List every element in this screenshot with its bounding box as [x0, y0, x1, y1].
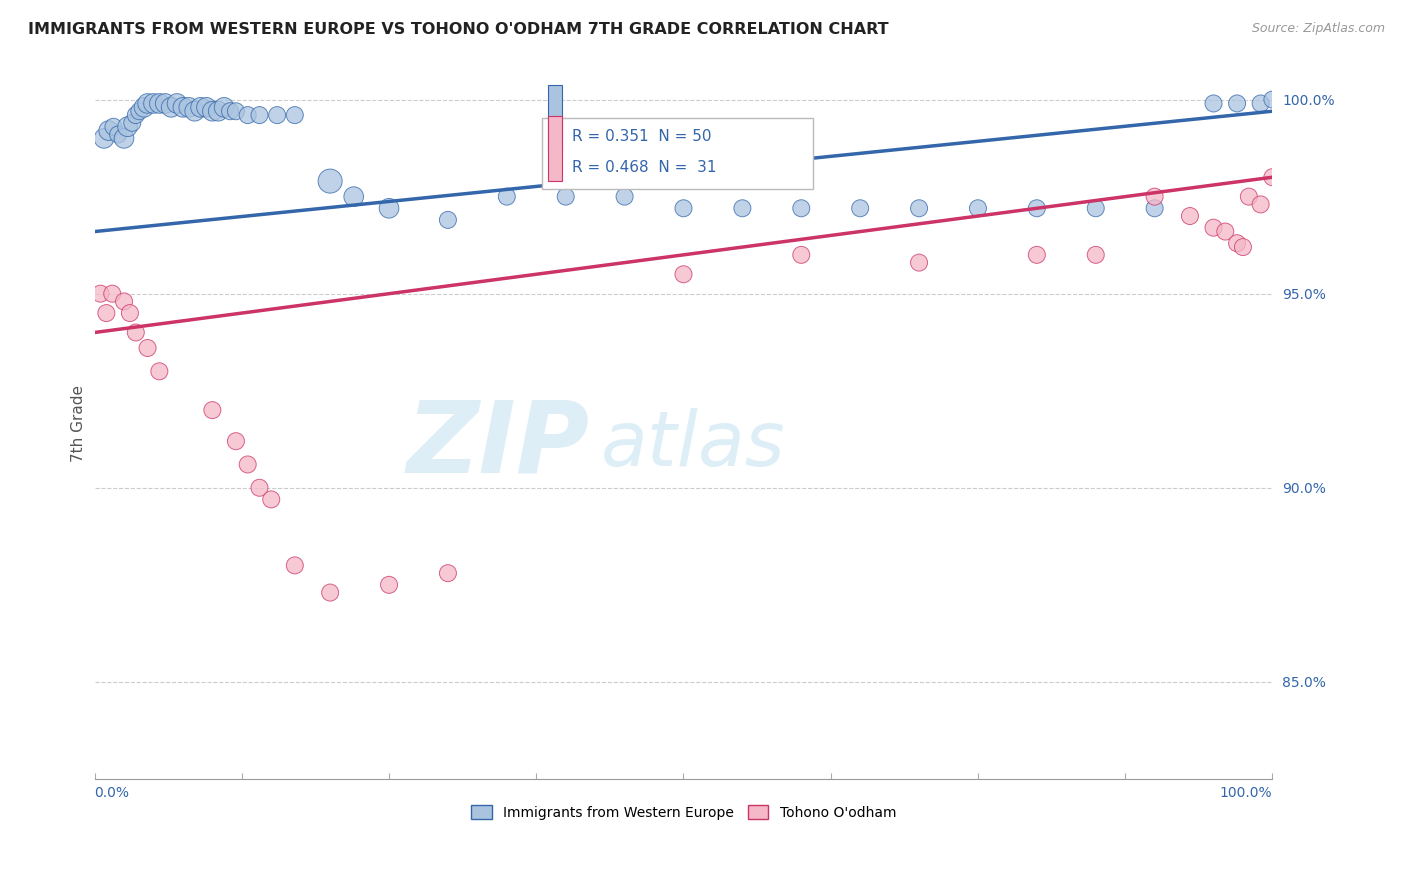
Bar: [543, 119, 813, 189]
Point: [148, 96, 170, 111]
Point: [160, 100, 183, 114]
Point: [849, 201, 872, 215]
Text: atlas: atlas: [600, 408, 786, 482]
Point: [1178, 209, 1201, 223]
Point: [219, 104, 242, 119]
Point: [1250, 197, 1272, 211]
Point: [89, 286, 111, 301]
Point: [437, 566, 460, 581]
Text: R = 0.468  N =  31: R = 0.468 N = 31: [572, 161, 716, 176]
Point: [136, 96, 159, 111]
Point: [107, 128, 129, 142]
Point: [319, 585, 342, 599]
Point: [790, 201, 813, 215]
Legend: Immigrants from Western Europe, Tohono O'odham: Immigrants from Western Europe, Tohono O…: [465, 799, 901, 825]
Point: [112, 131, 135, 145]
Point: [1202, 220, 1225, 235]
Point: [378, 201, 401, 215]
Point: [1237, 189, 1260, 203]
Point: [177, 100, 200, 114]
Point: [1084, 201, 1107, 215]
Point: [166, 96, 188, 111]
Point: [249, 108, 271, 122]
Point: [101, 286, 124, 301]
Point: [1084, 248, 1107, 262]
Point: [128, 104, 150, 119]
Point: [1232, 240, 1254, 254]
Point: [260, 492, 283, 507]
Point: [190, 100, 212, 114]
Point: [1226, 236, 1249, 251]
Point: [908, 255, 931, 269]
Point: [731, 201, 754, 215]
Point: [118, 306, 141, 320]
Point: [236, 108, 259, 122]
Text: ZIP: ZIP: [406, 397, 589, 493]
Point: [97, 123, 120, 137]
Bar: [548, 116, 562, 181]
Point: [142, 96, 165, 111]
Point: [136, 341, 159, 355]
Point: [125, 108, 148, 122]
Point: [1025, 248, 1047, 262]
Point: [155, 96, 177, 111]
Point: [1261, 170, 1284, 185]
Point: [125, 326, 148, 340]
Point: [967, 201, 990, 215]
Bar: [548, 85, 562, 150]
Text: 0.0%: 0.0%: [94, 786, 129, 800]
Point: [1143, 201, 1166, 215]
Point: [96, 306, 118, 320]
Point: [613, 189, 636, 203]
Point: [225, 104, 247, 119]
Point: [183, 104, 205, 119]
Point: [343, 189, 366, 203]
Point: [1250, 96, 1272, 111]
Point: [284, 558, 307, 573]
Point: [319, 174, 342, 188]
Point: [103, 120, 125, 134]
Point: [1213, 225, 1236, 239]
Point: [908, 201, 931, 215]
Point: [1226, 96, 1249, 111]
Point: [266, 108, 288, 122]
Point: [790, 248, 813, 262]
Point: [93, 131, 115, 145]
Point: [236, 458, 259, 472]
Point: [1202, 96, 1225, 111]
Point: [212, 100, 235, 114]
Point: [195, 100, 218, 114]
Point: [437, 213, 460, 227]
Point: [172, 100, 194, 114]
Text: Source: ZipAtlas.com: Source: ZipAtlas.com: [1251, 22, 1385, 36]
Point: [1025, 201, 1047, 215]
Point: [225, 434, 247, 449]
Point: [201, 104, 224, 119]
Text: R = 0.351  N = 50: R = 0.351 N = 50: [572, 128, 711, 144]
Point: [249, 481, 271, 495]
Point: [148, 364, 170, 378]
Point: [1143, 189, 1166, 203]
Y-axis label: 7th Grade: 7th Grade: [72, 385, 86, 462]
Point: [284, 108, 307, 122]
Point: [378, 578, 401, 592]
Point: [121, 116, 143, 130]
Point: [1261, 93, 1284, 107]
Point: [495, 189, 517, 203]
Point: [672, 267, 695, 281]
Point: [554, 189, 576, 203]
Point: [132, 100, 155, 114]
Point: [117, 120, 139, 134]
Text: IMMIGRANTS FROM WESTERN EUROPE VS TOHONO O'ODHAM 7TH GRADE CORRELATION CHART: IMMIGRANTS FROM WESTERN EUROPE VS TOHONO…: [28, 22, 889, 37]
Point: [207, 104, 229, 119]
Point: [112, 294, 135, 309]
Point: [672, 201, 695, 215]
Point: [201, 403, 224, 417]
Text: 100.0%: 100.0%: [1220, 786, 1272, 800]
